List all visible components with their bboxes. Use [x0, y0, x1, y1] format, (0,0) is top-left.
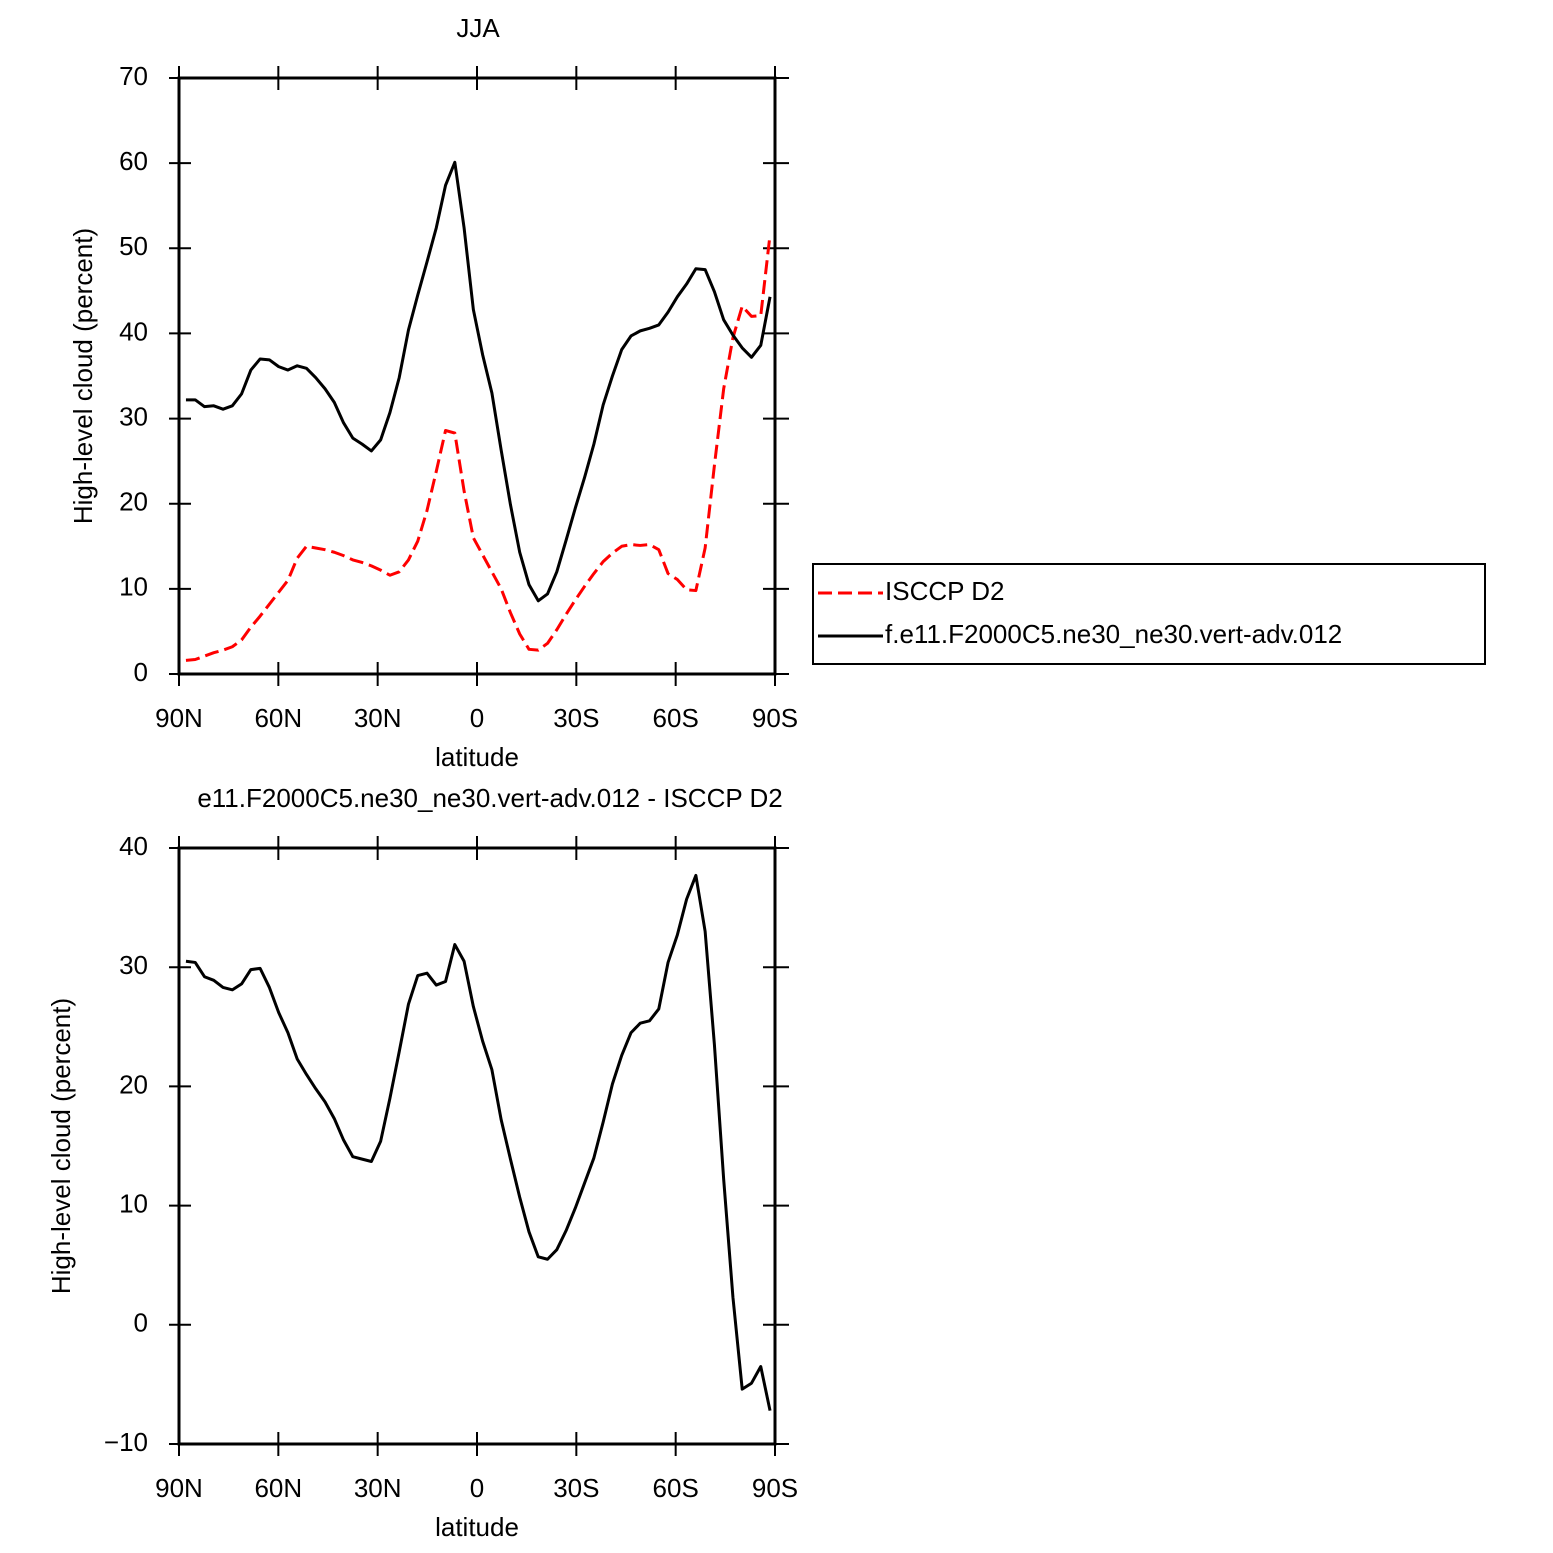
x-tick-label: 0 — [470, 1473, 484, 1503]
x-tick-label: 30S — [553, 703, 599, 733]
y-axis-label: High-level cloud (percent) — [46, 998, 76, 1294]
y-axis-label: High-level cloud (percent) — [68, 228, 98, 524]
legend-label: ISCCP D2 — [885, 576, 1004, 606]
y-tick-label: 50 — [119, 231, 148, 261]
data-line — [185, 873, 772, 1411]
y-tick-label: 0 — [134, 657, 148, 687]
x-tick-label: 0 — [470, 703, 484, 733]
y-tick-label: 10 — [119, 572, 148, 602]
y-tick-label: 40 — [119, 831, 148, 861]
x-tick-label: 30S — [553, 1473, 599, 1503]
x-tick-label: 90S — [752, 1473, 798, 1503]
legend-box — [812, 563, 1486, 665]
legend-label: f.e11.F2000C5.ne30_ne30.vert-adv.012 — [885, 619, 1342, 649]
x-tick-label: 30N — [354, 1473, 402, 1503]
y-tick-label: 0 — [134, 1308, 148, 1338]
x-tick-label: 60S — [653, 703, 699, 733]
x-tick-label: 60N — [254, 703, 302, 733]
x-axis-label: latitude — [435, 742, 519, 772]
y-tick-label: 30 — [119, 401, 148, 431]
y-tick-label: 40 — [119, 316, 148, 346]
y-tick-label: 30 — [119, 950, 148, 980]
y-tick-label: 70 — [119, 61, 148, 91]
x-tick-label: 90S — [752, 703, 798, 733]
x-tick-label: 60N — [254, 1473, 302, 1503]
y-tick-label: 10 — [119, 1188, 148, 1218]
y-tick-label: 20 — [119, 1069, 148, 1099]
data-line — [185, 234, 772, 662]
plot-frame — [177, 76, 777, 676]
chart-title: e11.F2000C5.ne30_ne30.vert-adv.012 - ISC… — [197, 783, 782, 813]
y-tick-label: 20 — [119, 487, 148, 517]
x-axis-label: latitude — [435, 1512, 519, 1542]
x-tick-label: 90N — [155, 1473, 203, 1503]
chart-title: JJA — [456, 13, 500, 43]
y-tick-label: −10 — [104, 1427, 148, 1457]
x-tick-label: 30N — [354, 703, 402, 733]
data-line — [185, 160, 772, 603]
plot-frame — [177, 846, 777, 1446]
x-tick-label: 90N — [155, 703, 203, 733]
y-tick-label: 60 — [119, 146, 148, 176]
x-tick-label: 60S — [653, 1473, 699, 1503]
